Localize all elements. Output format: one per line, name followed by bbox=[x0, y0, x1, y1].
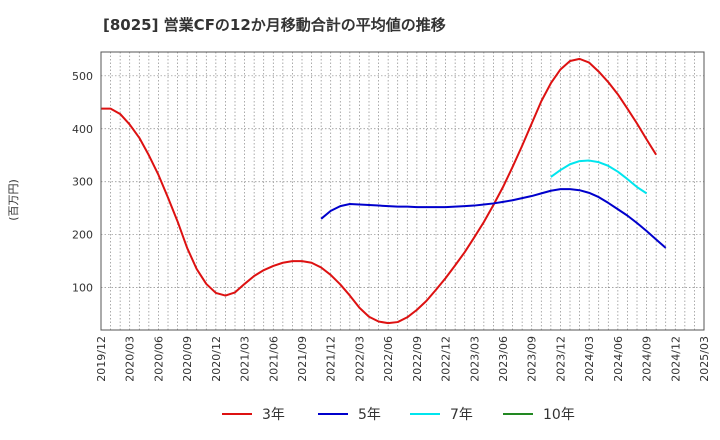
x-tick-label: 2024/03 bbox=[583, 336, 596, 382]
x-tick-label: 2022/03 bbox=[353, 336, 366, 382]
y-axis-label: (百万円) bbox=[7, 179, 20, 221]
x-tick-label: 2020/06 bbox=[152, 336, 165, 382]
y-tick-label: 500 bbox=[72, 70, 93, 83]
x-tick-label: 2025/03 bbox=[698, 336, 711, 382]
x-tick-label: 2021/09 bbox=[296, 336, 309, 382]
x-tick-label: 2021/06 bbox=[267, 336, 280, 382]
legend-label-2: 5年 bbox=[358, 407, 381, 423]
series-line-1 bbox=[101, 57, 657, 325]
x-tick-label: 2022/06 bbox=[382, 336, 395, 382]
y-tick-label: 300 bbox=[72, 176, 93, 189]
x-tick-label: 2022/09 bbox=[411, 336, 424, 382]
y-ticks: 100 200 300 400 500 bbox=[72, 70, 93, 295]
x-tick-label: 2019/12 bbox=[95, 336, 108, 382]
y-tick-label: 100 bbox=[72, 282, 93, 295]
x-tick-label: 2023/09 bbox=[526, 336, 539, 382]
x-tick-label: 2023/12 bbox=[554, 336, 567, 382]
x-tick-label: 2023/06 bbox=[497, 336, 510, 382]
x-ticks: 2019/12 2020/03 2020/06 2020/09 2020/12 2021/… bbox=[95, 336, 711, 382]
x-tick-label: 2020/03 bbox=[124, 336, 137, 382]
grid bbox=[100, 52, 705, 330]
x-tick-label: 2020/12 bbox=[210, 336, 223, 382]
x-tick-label: 2020/09 bbox=[181, 336, 194, 382]
x-tick-label: 2024/06 bbox=[612, 336, 625, 382]
x-tick-label: 2024/12 bbox=[669, 336, 682, 382]
legend-label-4: 10年 bbox=[543, 407, 575, 423]
series-layer bbox=[101, 57, 667, 325]
legend-label-1: 3年 bbox=[262, 407, 285, 423]
series-line-3 bbox=[550, 159, 648, 195]
legend-label-3: 7年 bbox=[450, 407, 473, 423]
y-tick-label: 400 bbox=[72, 123, 93, 136]
chart-title: [8025] 営業CFの12か月移動合計の平均値の推移 bbox=[103, 16, 446, 34]
x-tick-label: 2022/12 bbox=[440, 336, 453, 382]
x-tick-label: 2023/03 bbox=[468, 336, 481, 382]
x-tick-label: 2021/12 bbox=[325, 336, 338, 382]
plot-area bbox=[100, 51, 705, 331]
x-tick-label: 2021/03 bbox=[239, 336, 252, 382]
series-line-2 bbox=[320, 188, 667, 249]
legend: 3年 5年 7年 10年 bbox=[222, 407, 575, 423]
y-tick-label: 200 bbox=[72, 229, 93, 242]
x-tick-label: 2024/09 bbox=[641, 336, 654, 382]
